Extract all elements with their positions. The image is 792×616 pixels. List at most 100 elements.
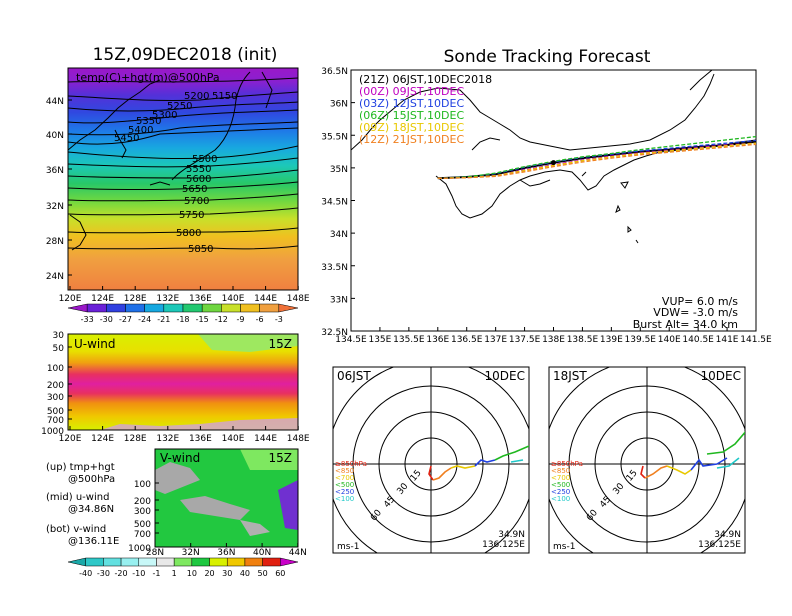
hodo-trace [706, 431, 745, 455]
tracking-vdw: VDW= -3.0 m/s [653, 306, 738, 319]
colorbar-label: -30 [97, 569, 110, 578]
tracking-vup: VUP= 6.0 m/s [662, 295, 738, 308]
tracking-lon-ticks: 134.5E 135E 135.5E 136E 136.5E 137E 137.5E 138E… [335, 327, 772, 345]
vwind-gray-patch-2 [180, 496, 250, 520]
hodo-trace [494, 445, 529, 461]
contour-label: 5550 [186, 164, 211, 175]
lat-tick-label: 34N [330, 230, 348, 240]
colorbar-swatch [226, 557, 246, 567]
colorbar-swatch [278, 303, 299, 313]
contour-label: 5300 [152, 110, 177, 121]
colorbar-label: -27 [119, 315, 132, 324]
colorbar-swatch [173, 557, 193, 567]
colorbar-swatch [280, 557, 299, 567]
coastlines [68, 71, 273, 251]
pressure-tick-label: 500 [47, 407, 64, 417]
hodo-trace [428, 465, 434, 481]
contour-label: 5800 [176, 228, 201, 239]
lat-tick-label: 44N [46, 97, 64, 107]
lat-tick-label: 36N [217, 548, 235, 558]
vwind-gray-patch-3 [240, 520, 270, 536]
lon-tick-label: 132E [156, 294, 179, 304]
lon-tick-label: 120E [59, 434, 82, 444]
colorbar-swatch [125, 303, 145, 313]
colorbar-swatch [201, 303, 222, 313]
lat-tick-label: 33.5N [321, 263, 348, 273]
colorbar-swatch [138, 557, 157, 567]
lon-tick-label: 138.5E [567, 335, 599, 345]
hodo-time: 18JST [553, 369, 587, 383]
legend-bot-2: @136.11E [68, 536, 119, 547]
tracking-run-label: (00Z) 09JST,10DEC [359, 85, 464, 98]
lat-tick-label: 35.5N [321, 132, 348, 142]
hodo-trace [690, 457, 728, 471]
tracking-run-label: (09Z) 18JST,10DEC [359, 121, 464, 134]
hodo-date: 10DEC [485, 369, 525, 383]
panel-legend: (up) tmp+hgt @500hPa (mid) u-wind @34.86… [46, 462, 119, 547]
vwind-light-green [155, 449, 298, 470]
map-lon-ticks: 120E 124E 128E 132E 136E 140E 144E 148E [59, 286, 310, 304]
map-lat-ticks: 44N 40N 36N 32N 28N 24N [46, 97, 72, 282]
lat-tick-label: 24N [46, 272, 64, 282]
pressure-tick-label: 300 [134, 507, 151, 517]
track-series [437, 142, 756, 179]
height-contours [68, 77, 298, 250]
lat-tick-label: 33N [330, 295, 348, 305]
colorbar-swatch [144, 303, 165, 313]
colorbar-swatch [240, 303, 260, 313]
colorbar-label: -40 [79, 569, 92, 578]
hodo-level-label: <250 [335, 488, 354, 496]
lon-tick-label: 144E [254, 294, 277, 304]
colorbar-label: -12 [215, 315, 228, 324]
pressure-tick-label: 500 [134, 520, 151, 530]
map-500-label: temp(C)+hgt(m)@500hPa [76, 71, 220, 84]
contour-label: 5700 [184, 196, 209, 207]
contour-label: 5450 [114, 133, 139, 144]
lat-tick-label: 40N [253, 548, 271, 558]
colorbar-label: 1 [172, 569, 177, 578]
hodo-unit: ms-1 [337, 542, 359, 552]
lat-tick-label: 34.5N [321, 198, 348, 208]
hodo-level-label: ≥850hPa [551, 460, 583, 468]
colorbar-swatch [262, 557, 281, 567]
tracking-map: 36.5N 36N 35.5N 35N 34.5N 34N 33.5N 33N 32.5N 13… [321, 67, 772, 345]
hodo-trace [510, 459, 524, 463]
hodo-trace [474, 459, 496, 467]
colorbar-label: -18 [176, 315, 189, 324]
hodo-date: 10DEC [701, 369, 741, 383]
colorbar-label: 40 [240, 569, 250, 578]
lon-tick-label: 120E [59, 294, 82, 304]
colorbar-label: -6 [256, 315, 264, 324]
legend-bot: (bot) v-wind [46, 524, 106, 535]
lon-tick-label: 139.5E [625, 335, 657, 345]
tracking-run-label: (03Z) 12JST,10DEC [359, 97, 464, 110]
track-series [437, 139, 756, 179]
colorbar-label: -15 [196, 315, 209, 324]
tracking-run-legend: (21Z) 06JST,10DEC2018 (00Z) 09JST,10DEC … [359, 73, 492, 146]
vwind-time: 15Z [269, 451, 293, 465]
contour-label: 5750 [179, 210, 204, 221]
hodo-level-label: <250 [551, 488, 570, 496]
hodo-trace [640, 465, 646, 479]
hodo-trace [716, 457, 740, 469]
tracking-lat-ticks: 36.5N 36N 35.5N 35N 34.5N 34N 33.5N 33N 32.5N [321, 67, 355, 338]
legend-mid: (mid) u-wind [46, 492, 109, 503]
hodo-level-label: <700 [335, 474, 354, 482]
lon-tick-label: 135.5E [393, 335, 425, 345]
lon-tick-label: 134.5E [335, 335, 367, 345]
lon-tick-label: 141E [716, 335, 739, 345]
lat-tick-label: 44N [289, 548, 307, 558]
colorbar-swatch [67, 303, 88, 313]
pressure-tick-label: 1000 [128, 544, 151, 554]
contour-label: 5500 [192, 154, 217, 165]
uwind-surface-patch [100, 418, 298, 430]
lat-tick-label: 40N [46, 131, 64, 141]
lon-tick-label: 128E [124, 294, 147, 304]
lon-tick-label: 140.5E [682, 335, 714, 345]
track-marker [551, 160, 556, 166]
contour-label-group: 5200 5150 5250 5300 5350 5400 5450 5500 … [114, 91, 237, 255]
